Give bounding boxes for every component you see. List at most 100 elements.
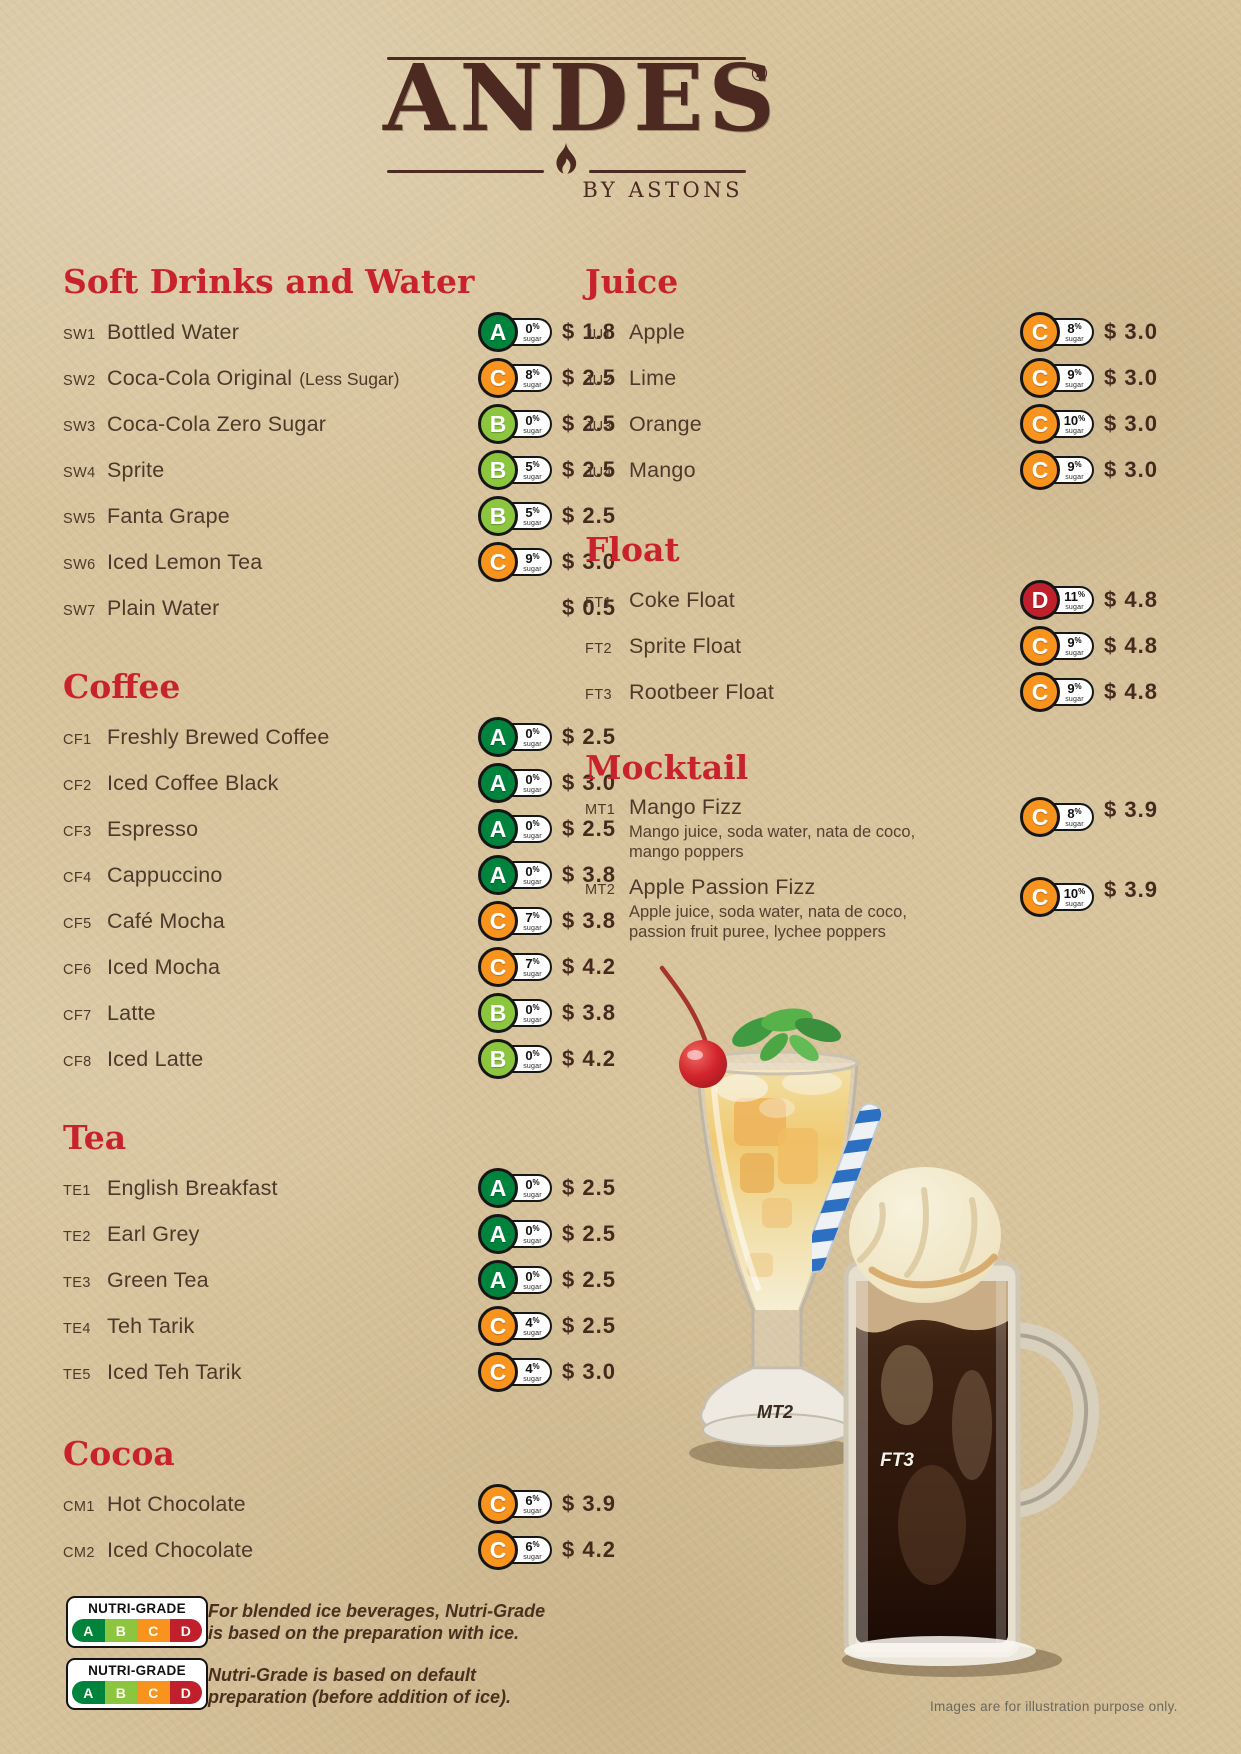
grade-circle: A bbox=[478, 717, 518, 757]
sugar-value: 6 bbox=[525, 1538, 533, 1554]
sugar-percentage: 10% bbox=[1064, 887, 1086, 900]
item-price: $ 2.5 bbox=[562, 411, 616, 436]
percent-sign: % bbox=[532, 459, 540, 469]
nutri-grade-badge-cell: 0% sugar A bbox=[478, 763, 552, 803]
item-name: Apple bbox=[629, 319, 685, 344]
item-price: $ 3.9 bbox=[1104, 797, 1158, 822]
nutri-grade-badge: 0% sugar B bbox=[478, 993, 552, 1033]
item-name: Coca-Cola Original bbox=[107, 365, 293, 390]
item-price: $ 2.5 bbox=[562, 457, 616, 482]
sugar-percentage: 0% bbox=[525, 1003, 539, 1016]
sugar-word: sugar bbox=[1065, 695, 1084, 703]
nutri-grade-badge-cell: 9% sugar C bbox=[1020, 450, 1094, 490]
percent-sign: % bbox=[532, 1223, 540, 1233]
item-name-line: CF5 Café Mocha bbox=[63, 909, 478, 934]
item-name-line: CF8 Iced Latte bbox=[63, 1047, 478, 1072]
item-code: TE3 bbox=[63, 1274, 91, 1291]
nutri-grade-badge: 0% sugar A bbox=[478, 1168, 552, 1208]
sugar-percentage: 6% bbox=[525, 1494, 539, 1507]
item-name-line: CF6 Iced Mocha bbox=[63, 955, 478, 980]
sugar-value: 5 bbox=[525, 504, 533, 520]
item-name: Café Mocha bbox=[107, 908, 225, 933]
item-name: Coca-Cola Zero Sugar bbox=[107, 411, 327, 436]
registered-trademark: ® bbox=[749, 62, 770, 86]
item-name-cell: MT2 Apple Passion Fizz Apple juice, soda w… bbox=[585, 875, 1020, 942]
section-juice: Juice JU1 Apple 8% sugar C $ 3.0 JU2 Lime 9% suga… bbox=[585, 262, 1195, 493]
menu-item-row: CF4 Cappuccino 0% sugar A $ 3.8 bbox=[63, 852, 633, 898]
item-name: Apple Passion Fizz bbox=[629, 875, 816, 899]
sugar-value: 0 bbox=[525, 412, 533, 428]
grade-circle: C bbox=[478, 1352, 518, 1392]
section-title: Coffee bbox=[63, 667, 181, 706]
section-title: Soft Drinks and Water bbox=[63, 262, 475, 301]
nutri-grade-badge-cell: 7% sugar C bbox=[478, 901, 552, 941]
item-price: $ 3.0 bbox=[1104, 411, 1158, 436]
item-name-line: SW4 Sprite bbox=[63, 458, 478, 483]
item-name-cell: FT3 Rootbeer Float bbox=[585, 680, 1020, 705]
mug-image-label: FT3 bbox=[880, 1450, 914, 1471]
percent-sign: % bbox=[1074, 806, 1082, 816]
nutri-grade-badge: 5% sugar B bbox=[478, 450, 552, 490]
percent-sign: % bbox=[532, 321, 540, 331]
sugar-word: sugar bbox=[523, 786, 542, 794]
sugar-percentage: 5% bbox=[525, 506, 539, 519]
sugar-value: 6 bbox=[525, 1492, 533, 1508]
item-code: JU3 bbox=[585, 418, 612, 435]
item-name-cell: JU4 Mango bbox=[585, 458, 1020, 483]
item-name-cell: CF3 Espresso bbox=[63, 817, 478, 842]
menu-item-row: CF2 Iced Coffee Black 0% sugar A $ 3.0 bbox=[63, 760, 633, 806]
sugar-word: sugar bbox=[523, 970, 542, 978]
menu-item-row: JU1 Apple 8% sugar C $ 3.0 bbox=[585, 309, 1195, 355]
menu-item-row: SW7 Plain Water $ 0.5 bbox=[63, 585, 633, 631]
item-code: SW3 bbox=[63, 418, 96, 435]
item-name-cell: FT2 Sprite Float bbox=[585, 634, 1020, 659]
item-price: $ 2.5 bbox=[562, 1313, 616, 1338]
sugar-value: 10 bbox=[1063, 412, 1079, 428]
menu-item-row: CF3 Espresso 0% sugar A $ 2.5 bbox=[63, 806, 633, 852]
item-name-line: FT2 Sprite Float bbox=[585, 634, 1020, 659]
item-name: Green Tea bbox=[107, 1267, 209, 1292]
section-rows: CF1 Freshly Brewed Coffee 0% sugar A $ 2.5 CF2… bbox=[63, 714, 633, 1082]
grade-circle: C bbox=[478, 901, 518, 941]
percent-sign: % bbox=[532, 1048, 540, 1058]
percent-sign: % bbox=[1074, 321, 1082, 331]
grade-circle: C bbox=[478, 1306, 518, 1346]
nutri-grade-title: NUTRI-GRADE bbox=[88, 1663, 186, 1678]
section-rows: CM1 Hot Chocolate 6% sugar C $ 3.9 CM2 Iced Cho… bbox=[63, 1481, 633, 1573]
item-code: JU1 bbox=[585, 326, 612, 343]
item-price: $ 3.9 bbox=[1104, 877, 1158, 902]
item-name: Plain Water bbox=[107, 595, 220, 620]
menu-item-row: SW2 Coca-Cola Original (Less Sugar) 8% sugar… bbox=[63, 355, 633, 401]
grade-circle: B bbox=[478, 993, 518, 1033]
percent-sign: % bbox=[532, 956, 540, 966]
item-name-cell: MT1 Mango Fizz Mango juice, soda water, na… bbox=[585, 795, 1020, 862]
nutri-grade-badge-cell: 0% sugar A bbox=[478, 1214, 552, 1254]
sugar-word: sugar bbox=[1065, 649, 1084, 657]
section-rows: FT1 Coke Float 11% sugar D $ 4.8 FT2 Sprite Flo… bbox=[585, 577, 1195, 715]
percent-sign: % bbox=[1074, 367, 1082, 377]
sugar-value: 0 bbox=[525, 320, 533, 336]
sugar-word: sugar bbox=[523, 832, 542, 840]
nutri-grade-badge: 10% sugar C bbox=[1020, 877, 1094, 917]
sugar-value: 9 bbox=[525, 550, 533, 566]
sugar-value: 10 bbox=[1063, 885, 1079, 901]
sugar-value: 11 bbox=[1064, 588, 1078, 604]
section-float: Float FT1 Coke Float 11% sugar D $ 4.8 FT2 Spri… bbox=[585, 530, 1195, 715]
nutri-grade-badge-cell: 4% sugar C bbox=[478, 1352, 552, 1392]
legend-grade-d: D bbox=[169, 1681, 202, 1704]
item-name-line: CF7 Latte bbox=[63, 1001, 478, 1026]
item-code: CF2 bbox=[63, 777, 92, 794]
item-price: $ 1.8 bbox=[562, 319, 616, 344]
grade-circle: A bbox=[478, 855, 518, 895]
item-name: Espresso bbox=[107, 816, 199, 841]
item-price: $ 4.2 bbox=[562, 1537, 616, 1562]
item-code: TE2 bbox=[63, 1228, 91, 1245]
sugar-percentage: 9% bbox=[1067, 368, 1081, 381]
nutri-grade-badge-cell: 8% sugar C bbox=[478, 358, 552, 398]
menu-item-row: MT1 Mango Fizz Mango juice, soda water, na… bbox=[585, 795, 1195, 862]
legend-grade-b: B bbox=[104, 1619, 137, 1642]
item-price: $ 4.8 bbox=[1104, 633, 1158, 658]
item-name-line: TE2 Earl Grey bbox=[63, 1222, 478, 1247]
